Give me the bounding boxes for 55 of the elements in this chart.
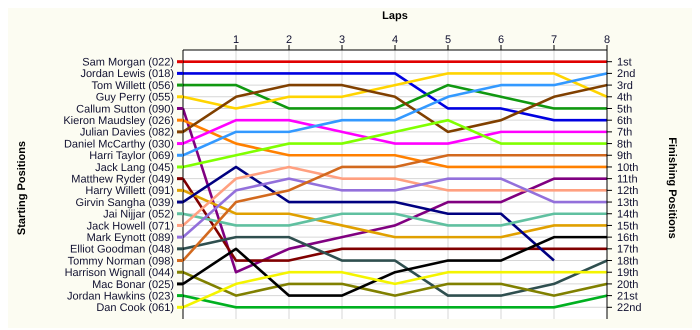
y2-axis-title: Finishing Positions bbox=[666, 137, 678, 239]
legend-label: Jai Nijjar (052) bbox=[103, 208, 174, 221]
legend-label: Tom Willett (056) bbox=[91, 80, 174, 92]
y2-tick-label: 16th bbox=[617, 232, 638, 244]
chart-title: Laps bbox=[382, 10, 408, 22]
y2-tick-label: 5th bbox=[617, 103, 632, 116]
legend-label: Dan Cook (061) bbox=[96, 302, 174, 314]
x-tick-label: 2 bbox=[286, 34, 292, 46]
y2-tick-label: 7th bbox=[617, 126, 632, 139]
y2-tick-label: 1st bbox=[617, 56, 632, 69]
legend-label: Jordan Lewis (018) bbox=[80, 68, 174, 80]
y2-tick-label: 15th bbox=[617, 220, 638, 232]
legend-label: Jack Howell (071) bbox=[86, 220, 174, 232]
x-tick-label: 1 bbox=[232, 34, 240, 46]
x-tick-label: 7 bbox=[550, 34, 558, 46]
y2-tick-label: 19th bbox=[617, 267, 638, 280]
y2-tick-label: 18th bbox=[617, 255, 638, 268]
legend-label: Elliot Goodman (048) bbox=[70, 244, 174, 256]
y2-tick-label: 20th bbox=[617, 278, 638, 291]
legend-label: Sam Morgan (022) bbox=[82, 56, 174, 69]
legend-label: Kieron Maudsley (026) bbox=[63, 115, 174, 128]
y2-tick-label: 21st bbox=[617, 290, 638, 302]
y2-tick-label: 4th bbox=[617, 92, 632, 104]
legend-label: Jack Lang (045) bbox=[95, 162, 174, 174]
y2-tick-label: 17th bbox=[617, 244, 638, 256]
legend-label: Mac Bonar (025) bbox=[92, 278, 174, 291]
legend-label: Matthew Ryder (049) bbox=[71, 174, 174, 186]
y2-tick-label: 3rd bbox=[617, 80, 633, 92]
legend-label: Harri Taylor (069) bbox=[89, 150, 174, 162]
legend-label: Tommy Norman (098) bbox=[68, 255, 174, 268]
x-tick-label: 8 bbox=[604, 34, 610, 46]
y2-tick-label: 10th bbox=[617, 162, 638, 174]
y2-tick-label: 12th bbox=[617, 185, 638, 198]
y2-tick-label: 6th bbox=[617, 115, 632, 128]
x-tick-label: 5 bbox=[444, 34, 452, 46]
legend-label: Harrison Wignall (044) bbox=[64, 267, 174, 280]
y2-tick-label: 2nd bbox=[617, 68, 636, 80]
y2-tick-label: 9th bbox=[617, 150, 632, 162]
text: Starting Positions bbox=[16, 140, 28, 236]
y2-tick-label: 14th bbox=[617, 208, 638, 221]
legend-label: Julian Davies (082) bbox=[80, 126, 174, 139]
y2-tick-label: 11th bbox=[617, 174, 638, 186]
x-tick-label: 4 bbox=[392, 34, 398, 46]
legend-label: Harry Willett (091) bbox=[85, 185, 174, 198]
legend-label: Mark Eynott (089) bbox=[86, 232, 174, 244]
legend-label: Callum Sutton (090) bbox=[76, 103, 174, 116]
legend-label: Jordan Hawkins (023) bbox=[67, 290, 174, 302]
x-tick-label: 3 bbox=[338, 34, 346, 46]
legend-label: Girvin Sangha (039) bbox=[76, 196, 174, 209]
y2-tick-label: 8th bbox=[617, 138, 632, 150]
y2-tick-label: 22nd bbox=[617, 302, 642, 314]
legend-label: Guy Perry (055) bbox=[96, 92, 174, 104]
x-tick-label: 6 bbox=[498, 34, 504, 46]
y2-tick-label: 13th bbox=[617, 196, 638, 209]
legend-label: Daniel McCarthy (030) bbox=[64, 138, 174, 150]
